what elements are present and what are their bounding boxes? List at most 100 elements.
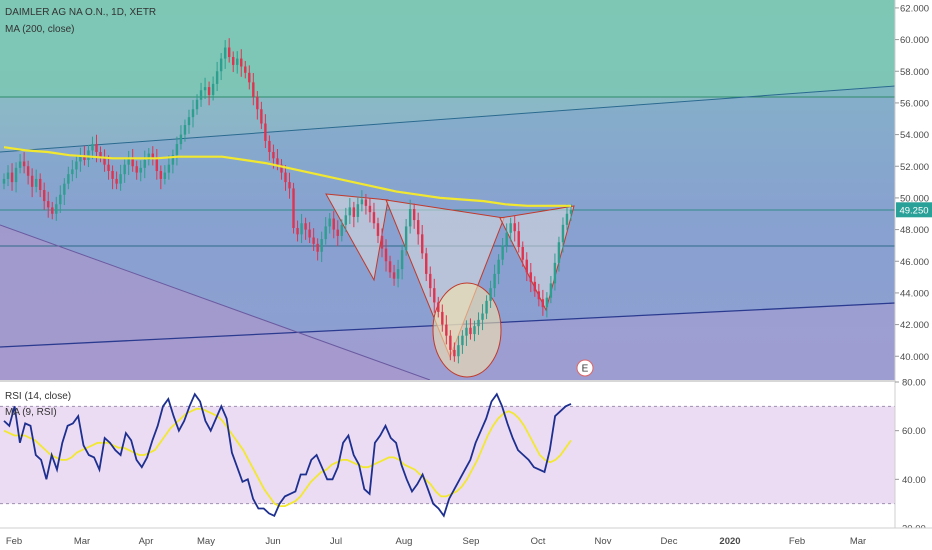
candle-body xyxy=(256,96,259,110)
candle-body xyxy=(545,297,549,308)
time-tick-label: Dec xyxy=(661,536,678,547)
candle-body xyxy=(412,209,416,221)
candle-body xyxy=(352,207,356,217)
candle-body xyxy=(14,167,18,183)
candle-body xyxy=(400,250,404,270)
candle-body xyxy=(421,234,424,254)
rsi-title[interactable]: RSI (14, close) xyxy=(5,391,71,402)
candle-body xyxy=(43,190,46,202)
candle-body xyxy=(364,199,368,206)
candle-body xyxy=(525,259,528,273)
candle-body xyxy=(284,172,287,183)
price-tick-label: 54.000 xyxy=(900,130,929,141)
price-tick-label: 60.000 xyxy=(900,35,929,46)
candle-body xyxy=(557,242,561,263)
candle-body xyxy=(232,57,235,65)
candle-body xyxy=(71,169,74,175)
candle-body xyxy=(537,291,541,300)
candle-body xyxy=(320,239,323,252)
candle-body xyxy=(481,313,484,320)
candle-body xyxy=(348,207,352,216)
price-tick-label: 46.000 xyxy=(900,257,929,268)
price-tick-label: 58.000 xyxy=(900,67,929,78)
candle-body xyxy=(155,158,159,171)
candle-body xyxy=(292,188,295,228)
candle-body xyxy=(437,302,440,312)
price-tick-label: 50.000 xyxy=(900,193,929,204)
candle-body xyxy=(380,235,384,249)
time-tick-label: Nov xyxy=(595,536,612,547)
candle-body xyxy=(328,218,331,227)
diagonal-line[interactable] xyxy=(0,224,431,380)
candle-body xyxy=(203,87,207,91)
candle-body xyxy=(429,273,432,289)
candle-body xyxy=(529,272,532,282)
price-axis[interactable] xyxy=(895,0,932,550)
candle-body xyxy=(469,327,472,335)
candle-body xyxy=(159,171,163,179)
candle-body xyxy=(195,99,199,110)
candle-body xyxy=(91,144,94,151)
candle-body xyxy=(324,226,327,240)
candle-body xyxy=(252,82,255,97)
time-tick-label: Aug xyxy=(396,536,413,547)
candle-body xyxy=(272,152,275,159)
candle-body xyxy=(127,158,130,165)
candle-body xyxy=(465,327,468,336)
candle-body xyxy=(368,205,372,213)
ma-indicator-label[interactable]: MA (200, close) xyxy=(5,24,74,35)
candle-body xyxy=(244,66,247,73)
price-pane[interactable]: E xyxy=(0,0,895,380)
candle-body xyxy=(396,269,400,279)
candle-body xyxy=(300,223,303,235)
time-axis[interactable] xyxy=(0,528,932,550)
candle-body xyxy=(83,155,86,160)
candle-body xyxy=(107,164,110,171)
time-tick-label: Jul xyxy=(330,536,342,547)
candle-body xyxy=(2,178,6,184)
candle-body xyxy=(143,159,146,168)
time-tick-label: Feb xyxy=(789,536,805,547)
candle-body xyxy=(549,283,553,298)
price-tick-label: 42.000 xyxy=(900,320,929,331)
time-tick-label: Jun xyxy=(265,536,280,547)
price-tick-label: 56.000 xyxy=(900,98,929,109)
candle-body xyxy=(372,212,376,224)
rsi-tick-label: 80.00 xyxy=(902,378,926,389)
candle-body xyxy=(268,140,271,152)
rsi-ma-label[interactable]: MA (9, RSI) xyxy=(5,407,57,418)
candle-body xyxy=(123,164,126,175)
ma200-line xyxy=(3,146,571,207)
candle-body xyxy=(223,47,227,59)
candle-body xyxy=(87,150,90,160)
candle-body xyxy=(38,178,42,190)
candle-body xyxy=(215,71,219,84)
last-price-badge: 49.250 xyxy=(896,202,932,218)
candle-body xyxy=(408,209,412,227)
candle-body xyxy=(30,175,34,187)
candle-body xyxy=(260,109,263,124)
candle-body xyxy=(191,109,195,118)
candle-body xyxy=(248,72,251,83)
candle-body xyxy=(34,178,38,187)
candle-body xyxy=(183,125,187,135)
candle-body xyxy=(453,349,456,357)
candle-body xyxy=(99,152,102,157)
rsi-tick-label: 40.00 xyxy=(902,475,926,486)
candle-body xyxy=(67,174,70,184)
price-tick-label: 52.000 xyxy=(900,162,929,173)
upper-trend-line[interactable] xyxy=(0,85,895,153)
candle-body xyxy=(561,224,565,243)
candle-body xyxy=(489,288,492,301)
earnings-event-marker[interactable]: E xyxy=(576,359,594,377)
candle-body xyxy=(308,229,311,238)
rsi-line xyxy=(3,392,572,518)
candle-body xyxy=(179,134,183,145)
price-tick-label: 44.000 xyxy=(900,288,929,299)
candle-body xyxy=(485,300,488,314)
price-tick-label: 48.000 xyxy=(900,225,929,236)
candle-body xyxy=(264,123,267,141)
rsi-pane[interactable] xyxy=(0,382,895,528)
candle-body xyxy=(10,172,14,183)
